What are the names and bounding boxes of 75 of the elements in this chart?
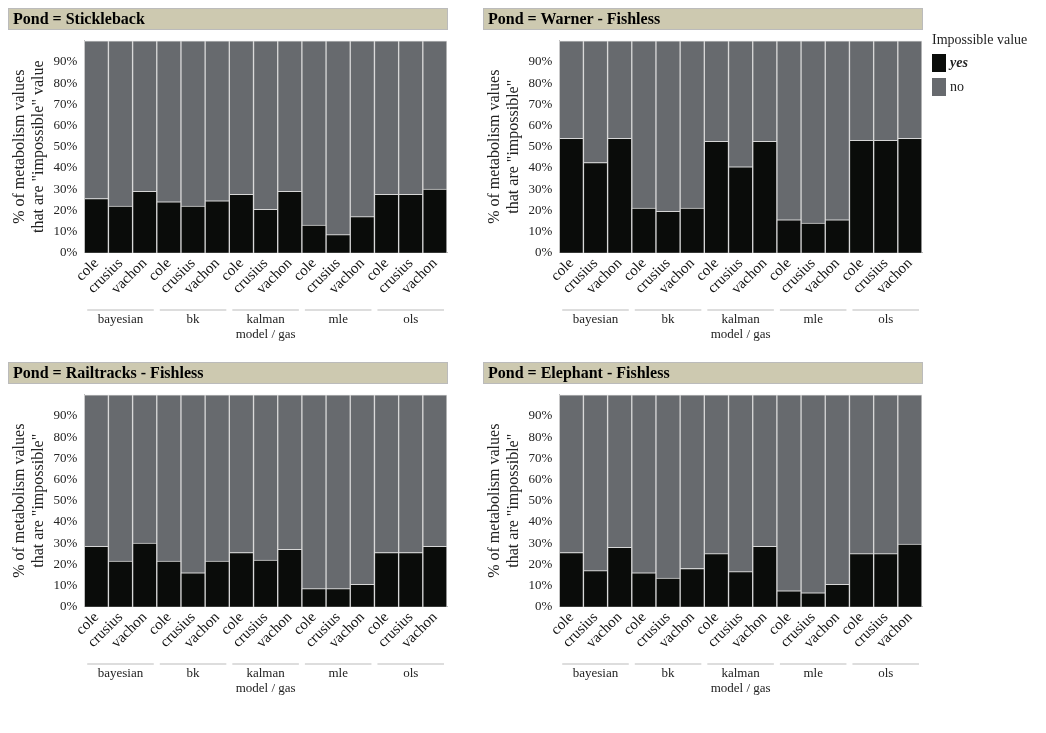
y-tick-label: 60% — [53, 116, 78, 132]
text: kalman — [246, 664, 286, 680]
text: kalman — [246, 310, 286, 326]
y-tick-label: 70% — [528, 95, 553, 111]
y-tick-label: 50% — [528, 138, 553, 154]
y-axis-title: % of metabolism values that are "impossible" — [484, 423, 522, 578]
y-tick-label: 40% — [528, 513, 553, 529]
text: bayesian — [97, 664, 144, 680]
y-tick-label: 40% — [528, 159, 553, 175]
x-axis-title: model / gas — [710, 325, 771, 341]
y-axis-title: % of metabolism values that are "impossible" — [484, 69, 522, 224]
y-tick-label: 50% — [53, 138, 78, 154]
chart-title: Pond = Warner - Fishless — [483, 8, 923, 30]
y-tick-label: 20% — [53, 201, 78, 217]
y-tick-label: 50% — [53, 492, 78, 508]
text: bayesian — [97, 310, 144, 326]
y-tick-label: 60% — [528, 116, 553, 132]
y-axis-title: % of metabolism values that are "impossible" value — [9, 60, 47, 234]
chart-title: Pond = Elephant - Fishless — [483, 362, 923, 384]
y-tick-label: 70% — [53, 95, 78, 111]
y-tick-label: 10% — [53, 222, 78, 238]
text: mle — [328, 664, 349, 680]
text: bk — [186, 310, 201, 326]
y-tick-label: 90% — [528, 53, 553, 69]
y-tick-label: 30% — [528, 180, 553, 196]
y-tick-label: 60% — [53, 470, 78, 486]
y-tick-label: 0% — [534, 244, 553, 260]
y-tick-label: 20% — [53, 555, 78, 571]
y-tick-label: 70% — [53, 449, 78, 465]
y-axis-title: % of metabolism values that are "impossible" — [9, 423, 47, 578]
legend-title: Impossible value — [932, 32, 1028, 48]
text: kalman — [721, 310, 761, 326]
legend-label: yes — [950, 55, 968, 71]
y-tick-label: 80% — [53, 428, 78, 444]
y-tick-label: 30% — [53, 180, 78, 196]
y-tick-label: 90% — [528, 407, 553, 423]
x-axis-title: model / gas — [710, 679, 771, 695]
text: ols — [403, 664, 419, 680]
legend-label: no — [950, 79, 964, 95]
chart-title: Pond = Railtracks - Fishless — [8, 362, 448, 384]
y-tick-label: 80% — [528, 74, 553, 90]
text: bayesian — [572, 310, 619, 326]
y-tick-label: 0% — [59, 598, 78, 614]
y-tick-label: 10% — [528, 576, 553, 592]
y-tick-label: 70% — [528, 449, 553, 465]
y-tick-label: 50% — [528, 492, 553, 508]
y-tick-label: 60% — [528, 470, 553, 486]
y-tick-label: 90% — [53, 407, 78, 423]
text: mle — [803, 664, 824, 680]
y-tick-label: 30% — [53, 534, 78, 550]
text: bk — [661, 310, 676, 326]
y-tick-label: 10% — [53, 576, 78, 592]
y-tick-label: 80% — [53, 74, 78, 90]
y-tick-label: 10% — [528, 222, 553, 238]
y-tick-label: 40% — [53, 159, 78, 175]
text: bk — [661, 664, 676, 680]
y-tick-label: 30% — [528, 534, 553, 550]
chart-title: Pond = Stickleback — [8, 8, 448, 30]
text: bk — [186, 664, 201, 680]
y-tick-label: 20% — [528, 555, 553, 571]
text: ols — [878, 664, 894, 680]
y-tick-label: 40% — [53, 513, 78, 529]
text: bayesian — [572, 664, 619, 680]
text: mle — [328, 310, 349, 326]
text: ols — [878, 310, 894, 326]
text: ols — [403, 310, 419, 326]
y-tick-label: 90% — [53, 53, 78, 69]
text: kalman — [721, 664, 761, 680]
y-tick-label: 0% — [534, 598, 553, 614]
y-tick-label: 0% — [59, 244, 78, 260]
x-axis-title: model / gas — [235, 325, 296, 341]
x-axis-title: model / gas — [235, 679, 296, 695]
text: mle — [803, 310, 824, 326]
y-tick-label: 80% — [528, 428, 553, 444]
y-tick-label: 20% — [528, 201, 553, 217]
